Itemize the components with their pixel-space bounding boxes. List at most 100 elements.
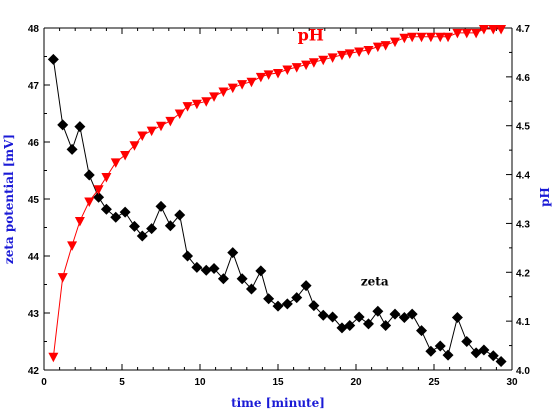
- zeta-data-point: [317, 309, 329, 321]
- zeta-data-point: [398, 312, 410, 324]
- zeta-data-point: [119, 206, 131, 218]
- ph-data-point: [488, 24, 499, 35]
- y-right-tick-label: 4.4: [516, 171, 530, 182]
- zeta-data-point: [83, 169, 95, 181]
- ph-data-point: [129, 141, 140, 151]
- ph-data-point: [291, 63, 302, 73]
- ph-data-point: [399, 33, 410, 44]
- y-left-tick-label: 48: [28, 24, 40, 35]
- zeta-data-point: [327, 311, 339, 323]
- y-right-tick-label: 4.5: [516, 122, 530, 133]
- y-right-tick-label: 4.1: [516, 317, 530, 328]
- zeta-data-point: [300, 280, 312, 292]
- ph-data-point: [336, 50, 347, 61]
- ph-data-point: [435, 32, 446, 43]
- ph-data-point: [246, 77, 257, 88]
- zeta-data-point: [93, 191, 105, 203]
- ph-data-point: [137, 131, 148, 141]
- ph-data-point: [209, 92, 220, 102]
- ph-data-point: [101, 173, 112, 183]
- zeta-data-point: [451, 312, 463, 324]
- ph-data-point: [146, 126, 157, 137]
- y-left-tick-label: 44: [28, 252, 40, 263]
- ph-data-point: [237, 80, 248, 90]
- zeta-data-point: [344, 320, 356, 332]
- ph-data-point: [344, 49, 355, 59]
- zeta-data-point: [155, 200, 167, 212]
- zeta-data-point: [495, 355, 507, 367]
- x-tick-label: 15: [272, 377, 284, 388]
- x-tick-label: 20: [350, 377, 362, 388]
- ph-data-point: [93, 185, 104, 195]
- ph-data-point: [218, 87, 229, 98]
- y-right-axis-title: pH: [538, 187, 552, 207]
- ph-data-point: [452, 28, 463, 39]
- ph-data-point: [363, 45, 374, 56]
- zeta-data-point: [128, 220, 140, 232]
- x-tick-label: 10: [194, 377, 206, 388]
- zeta-data-point: [281, 298, 293, 310]
- ph-data-point: [191, 99, 202, 110]
- x-tick-label: 0: [41, 377, 47, 388]
- zeta-data-point: [291, 292, 303, 304]
- zeta-data-point: [66, 143, 78, 155]
- zeta-data-point: [478, 344, 490, 356]
- zeta-data-point: [146, 223, 158, 235]
- y-left-tick-label: 43: [28, 309, 40, 320]
- y-left-tick-label: 45: [28, 195, 40, 206]
- ph-series-label: pH: [298, 26, 324, 45]
- ph-data-point: [165, 116, 176, 127]
- ph-data-point: [57, 273, 68, 283]
- ph-data-point: [380, 41, 391, 51]
- zeta-series-line: [52, 59, 502, 362]
- x-axis-title: time [minute]: [231, 396, 325, 410]
- zeta-data-point: [57, 119, 69, 131]
- ph-data-point: [308, 58, 319, 68]
- ph-data-point: [425, 32, 436, 43]
- zeta-data-point: [336, 322, 348, 334]
- ph-data-point: [327, 53, 338, 63]
- zeta-data-point: [272, 300, 284, 312]
- zeta-data-point: [434, 340, 446, 352]
- zeta-data-point: [389, 308, 401, 320]
- series-layer: [47, 24, 507, 367]
- y-right-tick-label: 4.2: [516, 268, 530, 279]
- y-right-tick-label: 4.0: [516, 366, 530, 377]
- zeta-data-point: [164, 220, 176, 232]
- zeta-data-point: [227, 247, 239, 259]
- zeta-data-point: [263, 293, 275, 305]
- y-left-tick-label: 42: [28, 366, 40, 377]
- ph-data-point: [390, 37, 400, 48]
- y-left-tick-label: 47: [28, 81, 40, 92]
- x-tick-label: 25: [428, 377, 440, 388]
- zeta-data-point: [245, 283, 257, 295]
- ph-data-point: [461, 28, 472, 39]
- ph-data-point: [74, 216, 85, 227]
- ph-data-point: [174, 109, 185, 119]
- zeta-data-point: [442, 349, 454, 361]
- zeta-data-point: [461, 336, 473, 347]
- zeta-data-point: [236, 273, 248, 285]
- zeta-data-point: [372, 305, 384, 317]
- zeta-data-point: [191, 261, 203, 273]
- ph-data-point: [282, 65, 293, 76]
- ph-data-point: [263, 70, 274, 80]
- y-left-tick-label: 46: [28, 138, 40, 149]
- axes: [43, 27, 513, 371]
- ph-data-point: [354, 47, 365, 57]
- zeta-data-point: [362, 318, 374, 330]
- ph-data-point: [301, 60, 312, 71]
- ph-data-point: [227, 83, 238, 94]
- ph-data-point: [201, 97, 212, 107]
- ph-data-point: [407, 32, 418, 43]
- ph-data-point: [67, 241, 78, 251]
- y-right-tick-label: 4.7: [516, 24, 530, 35]
- ph-data-point: [255, 72, 266, 83]
- zeta-data-point: [487, 350, 499, 362]
- ph-data-point: [120, 151, 131, 161]
- tick-marks: 0 5 10 15 20 25 30 42 43 44 45 46 47 48 4.0 4.1 4.2 4.3 4.…: [28, 24, 530, 388]
- y-right-tick-label: 4.3: [516, 219, 530, 230]
- x-tick-label: 5: [119, 377, 125, 388]
